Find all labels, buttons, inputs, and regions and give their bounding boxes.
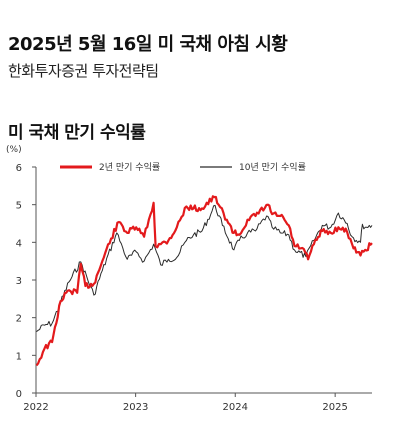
series-line-2y bbox=[35, 195, 373, 367]
x-tick-label: 2024 bbox=[223, 402, 248, 413]
chart-title: 미 국채 만기 수익률 bbox=[8, 123, 146, 143]
page-title: 2025년 5월 16일 미 국채 아침 시황 bbox=[8, 34, 288, 55]
y-tick-label: 6 bbox=[16, 163, 22, 174]
series-line-10y bbox=[36, 204, 373, 332]
y-tick-label: 2 bbox=[16, 314, 22, 325]
y-tick-label: 4 bbox=[16, 238, 22, 249]
y-tick-label: 3 bbox=[16, 276, 22, 287]
x-tick-label: 2022 bbox=[23, 402, 48, 413]
x-tick-label: 2025 bbox=[322, 402, 347, 413]
y-tick-label: 1 bbox=[16, 351, 22, 362]
y-tick-label: 0 bbox=[16, 389, 22, 400]
legend-label-10y: 10년 만기 수익률 bbox=[239, 161, 306, 173]
page-subtitle: 한화투자증권 투자전략팀 bbox=[8, 62, 159, 80]
y-axis-unit-label: (%) bbox=[6, 145, 22, 155]
y-tick-label: 5 bbox=[16, 201, 22, 212]
x-tick-label: 2023 bbox=[123, 402, 148, 413]
legend-label-2y: 2년 만기 수익률 bbox=[99, 161, 160, 173]
